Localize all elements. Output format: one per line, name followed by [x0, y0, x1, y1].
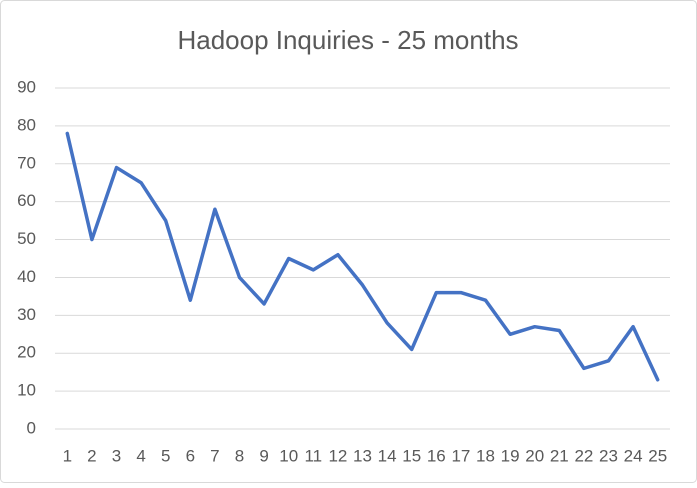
x-tick-label: 9	[259, 446, 268, 465]
x-tick-label: 5	[161, 446, 170, 465]
x-tick-label: 6	[186, 446, 195, 465]
y-tick-label: 0	[27, 418, 36, 437]
x-tick-label: 2	[87, 446, 96, 465]
x-tick-label: 16	[427, 446, 446, 465]
data-line	[65, 131, 660, 382]
x-tick-label: 7	[210, 446, 219, 465]
x-tick-label: 22	[574, 446, 593, 465]
x-tick-label: 4	[136, 446, 145, 465]
y-tick-label: 30	[17, 305, 36, 324]
y-tick-label: 70	[17, 153, 36, 172]
x-tick-label: 23	[599, 446, 618, 465]
x-tick-label: 25	[648, 446, 667, 465]
x-tick-label: 24	[624, 446, 643, 465]
y-tick-label: 50	[17, 229, 36, 248]
x-tick-label: 17	[451, 446, 470, 465]
x-tick-label: 3	[112, 446, 121, 465]
y-tick-label: 60	[17, 191, 36, 210]
y-tick-label: 80	[17, 115, 36, 134]
x-tick-label: 8	[235, 446, 244, 465]
x-tick-label: 15	[402, 446, 421, 465]
chart-title: Hadoop Inquiries - 25 months	[177, 25, 518, 55]
x-tick-label: 19	[501, 446, 520, 465]
x-tick-label: 1	[63, 446, 72, 465]
x-tick-label: 13	[353, 446, 372, 465]
x-tick-label: 12	[328, 446, 347, 465]
y-tick-label: 10	[17, 381, 36, 400]
x-tick-label: 21	[550, 446, 569, 465]
y-tick-label: 20	[17, 343, 36, 362]
y-tick-label: 90	[17, 77, 36, 96]
x-tick-label: 18	[476, 446, 495, 465]
x-tick-label: 10	[279, 446, 298, 465]
x-tick-label: 14	[378, 446, 397, 465]
x-tick-label: 11	[304, 446, 322, 465]
y-tick-label: 40	[17, 267, 36, 286]
x-tick-label: 20	[525, 446, 544, 465]
